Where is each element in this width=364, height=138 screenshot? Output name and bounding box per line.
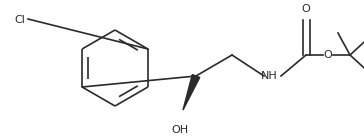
Text: NH: NH bbox=[261, 71, 277, 81]
Text: OH: OH bbox=[171, 125, 189, 135]
Text: O: O bbox=[302, 4, 310, 14]
Polygon shape bbox=[183, 75, 200, 110]
Text: O: O bbox=[324, 50, 332, 60]
Text: Cl: Cl bbox=[14, 15, 25, 25]
